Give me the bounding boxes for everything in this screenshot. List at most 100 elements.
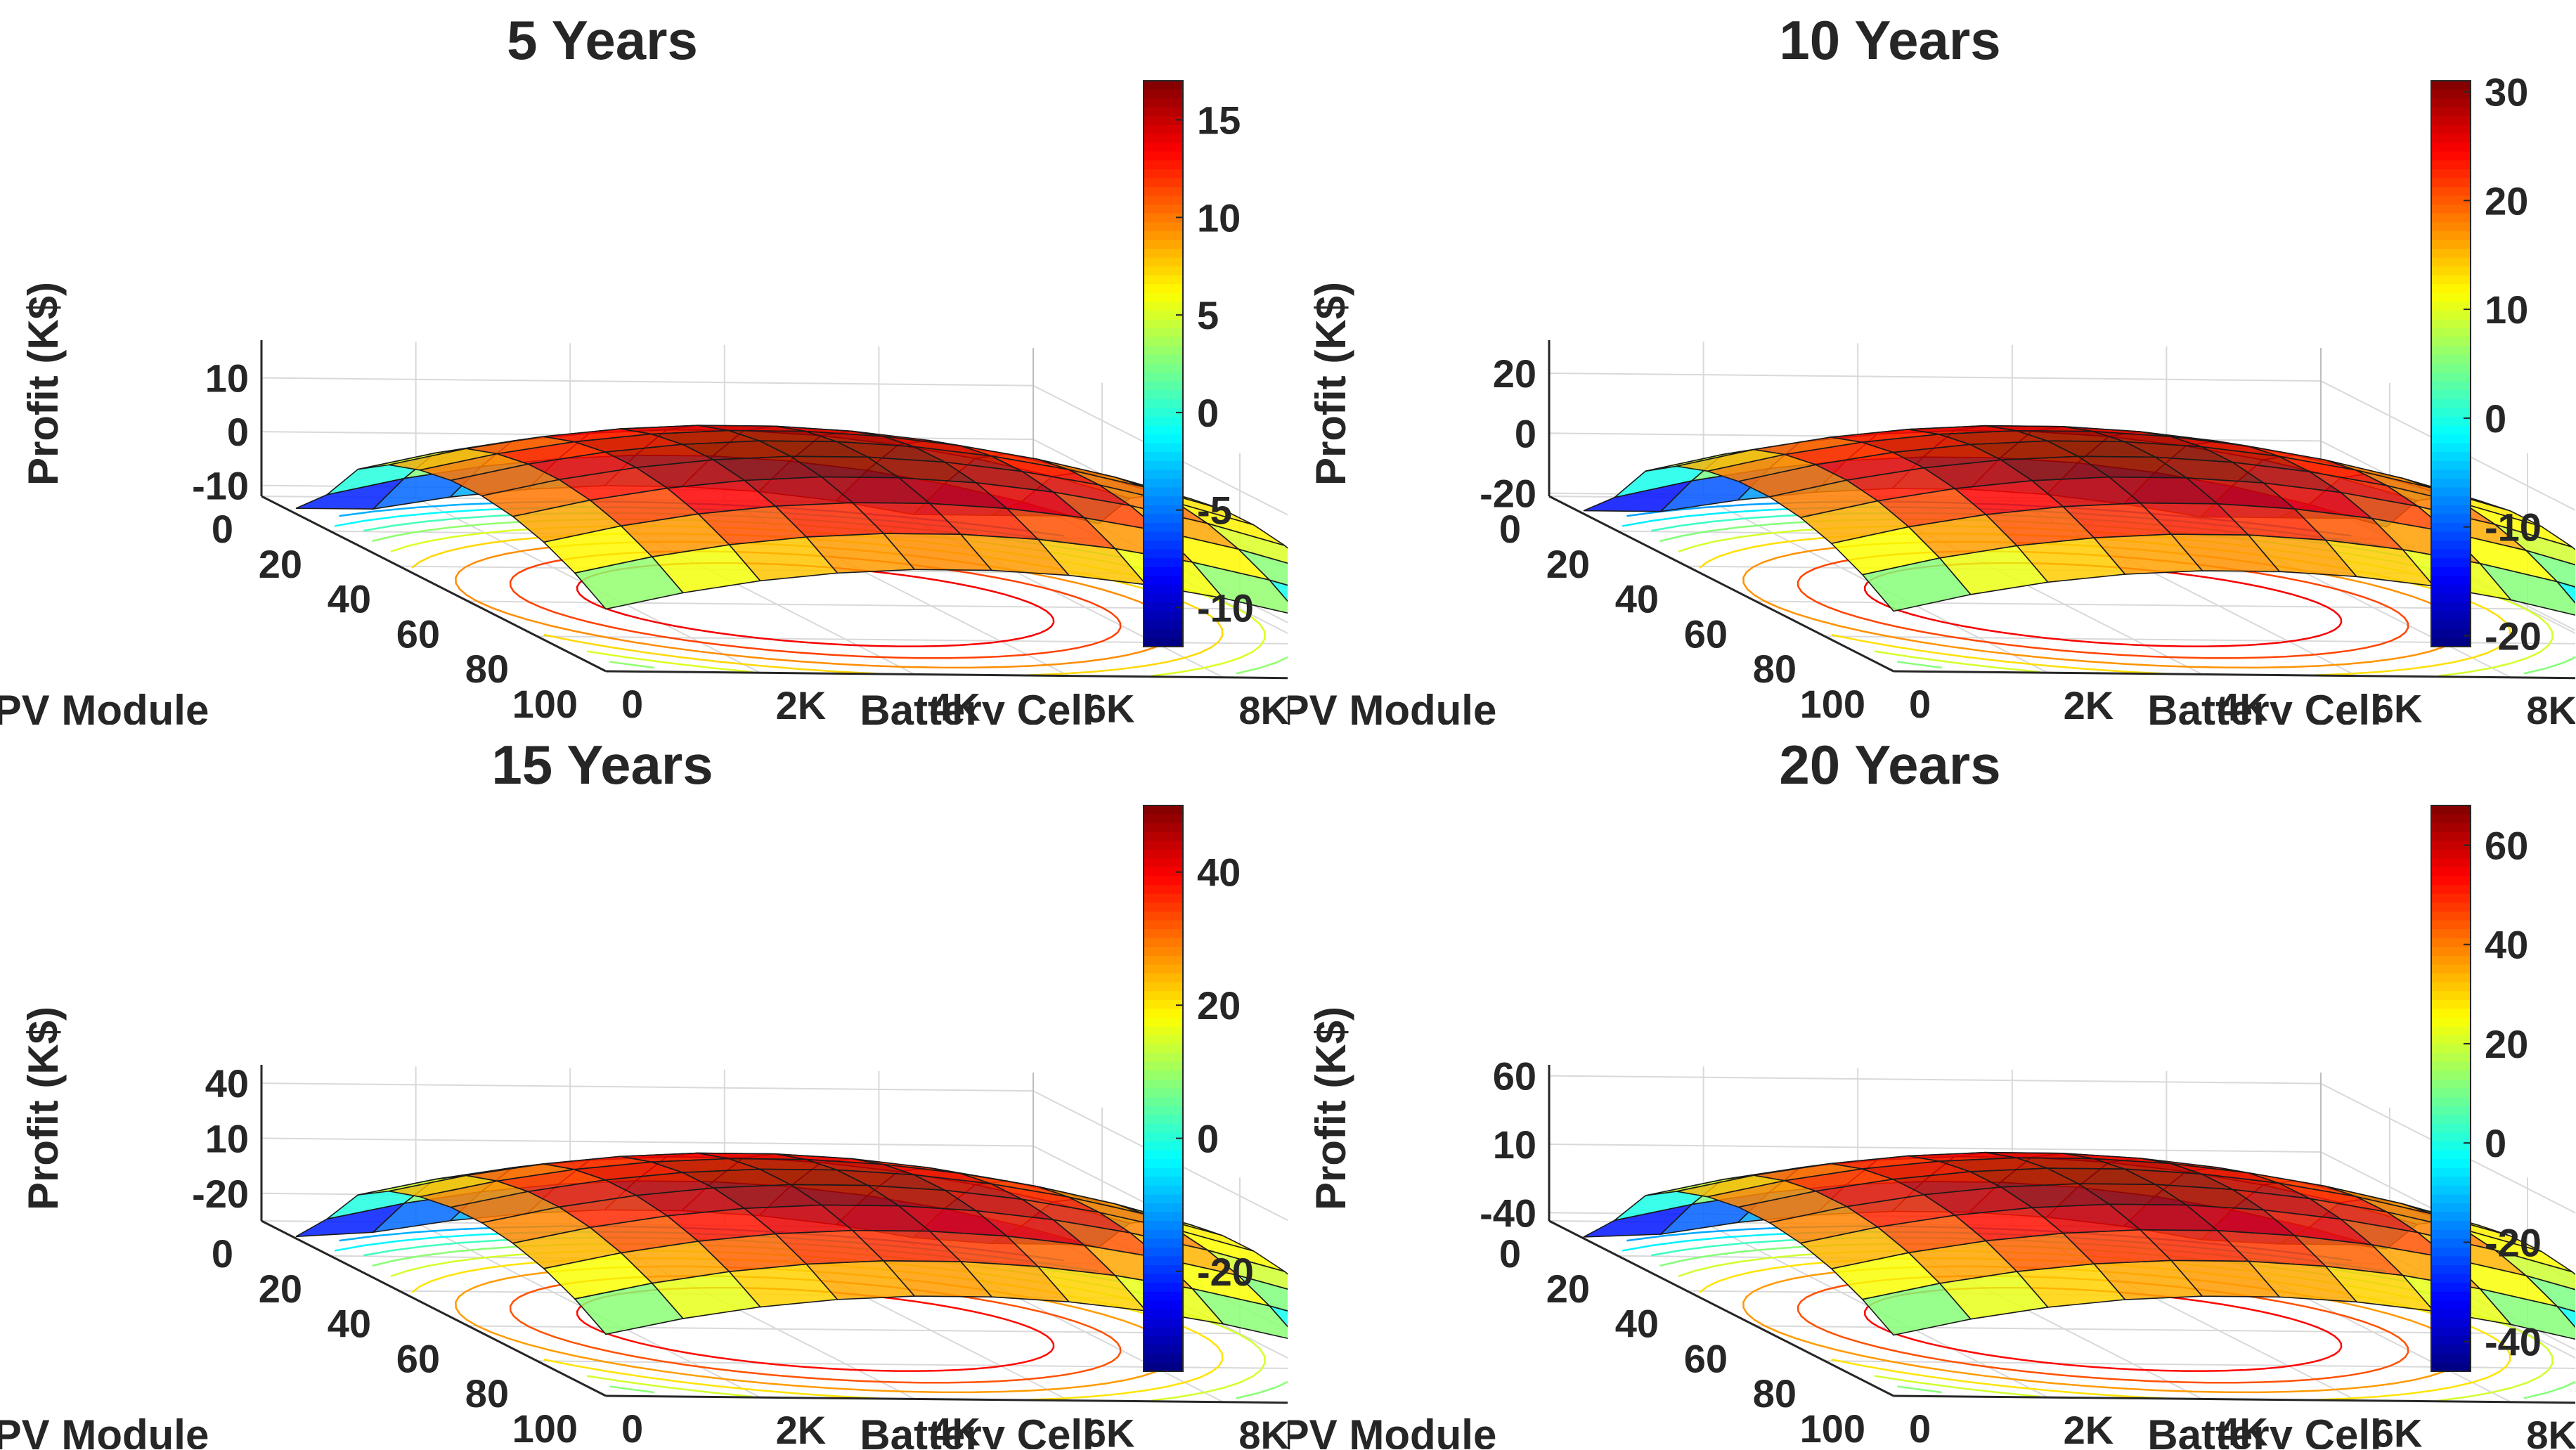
colorbar-segment — [1144, 1009, 1183, 1018]
colorbar-segment — [2431, 311, 2471, 321]
contour-line — [1897, 1385, 1942, 1394]
colorbar-tick-label: 30 — [2485, 70, 2528, 114]
colorbar-segment — [1144, 558, 1183, 568]
contour-line — [586, 650, 753, 673]
colorbar-segment — [2431, 1106, 2471, 1116]
colorbar-segment — [2431, 1309, 2471, 1319]
x-tick-label: 40 — [328, 1302, 371, 1346]
colorbar-segment — [2431, 522, 2471, 533]
colorbar-segment — [2431, 124, 2471, 135]
colorbar-segment — [2431, 991, 2471, 1001]
colorbar-segment — [1144, 849, 1183, 860]
colorbar-segment — [1144, 1044, 1183, 1054]
colorbar-segment — [2431, 1238, 2471, 1248]
colorbar-segment — [2431, 1300, 2471, 1310]
colorbar-segment — [2431, 973, 2471, 983]
x-tick-label: 100 — [512, 682, 578, 725]
colorbar-segment — [2431, 1088, 2471, 1099]
colorbar-segment — [1144, 505, 1183, 515]
contour-line — [1236, 1380, 1288, 1399]
contour-line — [543, 1359, 879, 1399]
colorbar-tick-label: 40 — [2485, 923, 2528, 967]
colorbar-segment — [1144, 1132, 1183, 1142]
colorbar-segment — [2431, 1017, 2471, 1028]
colorbar-segment — [1144, 1017, 1183, 1028]
surface-mesh — [295, 1152, 1288, 1339]
colorbar-segment — [2431, 496, 2471, 506]
axis-lines — [260, 340, 1288, 680]
colorbar-segment — [1144, 169, 1183, 179]
colorbar-segment — [1144, 1300, 1183, 1310]
colorbar-segment — [2431, 893, 2471, 904]
colorbar-segment — [2431, 319, 2471, 330]
y-tick-label: 8K — [2526, 688, 2575, 725]
colorbar-segment — [1144, 178, 1183, 188]
colorbar-frame — [1143, 80, 1184, 647]
colorbar-segment — [2431, 558, 2471, 568]
x-tick-label: 80 — [465, 1371, 509, 1416]
colorbar-segment — [1144, 107, 1183, 117]
colorbar-segment — [1144, 805, 1183, 815]
y-tick-label: 6K — [1085, 1411, 1135, 1449]
colorbar-segment — [2431, 134, 2471, 144]
colorbar-segment — [1144, 1070, 1183, 1080]
colorbar-segment — [1144, 955, 1183, 966]
colorbar-segment — [2431, 425, 2471, 436]
x-tick-label: 20 — [1546, 542, 1590, 586]
colorbar-segment — [2431, 823, 2471, 833]
colorbar-segment — [1144, 319, 1183, 330]
x-tick-label: 100 — [1800, 1406, 1865, 1449]
colorbar-segment — [1144, 964, 1183, 974]
y-axis-label: Battery Cell — [2147, 1411, 2381, 1449]
colorbar-segment — [2431, 1291, 2471, 1302]
z-tick-label: 60 — [1493, 1054, 1536, 1099]
colorbar-segment — [2431, 1185, 2471, 1196]
colorbar-segment — [1144, 1088, 1183, 1099]
colorbar-segment — [2431, 549, 2471, 559]
colorbar-segment — [2431, 999, 2471, 1010]
contour-line — [1897, 661, 1942, 669]
colorbar-segment — [1144, 240, 1183, 250]
colorbar-segment — [2431, 205, 2471, 214]
surface-patch — [1861, 1283, 1972, 1336]
colorbar-segment — [1144, 929, 1183, 939]
colorbar-segment — [1144, 973, 1183, 983]
colorbar-segment — [1144, 522, 1183, 533]
colorbar-segment — [1144, 531, 1183, 542]
colorbar-segment — [2431, 373, 2471, 382]
chart-title: 10 Years — [1779, 9, 2000, 71]
colorbar-segment — [2431, 452, 2471, 462]
colorbar-segment — [1144, 311, 1183, 321]
colorbar-segment — [2431, 346, 2471, 356]
colorbar-segment — [1144, 999, 1183, 1010]
y-tick-label: 2K — [776, 683, 827, 725]
contour-line — [1874, 650, 2040, 673]
z-tick-label: -20 — [192, 1172, 249, 1216]
x-tick-label: 20 — [259, 542, 302, 586]
x-tick-label: 0 — [212, 1231, 233, 1276]
colorbar-segment — [1144, 1035, 1183, 1045]
colorbar-segment — [2431, 1115, 2471, 1125]
colorbar-segment — [1144, 222, 1183, 232]
x-tick-label: 80 — [1753, 647, 1797, 691]
colorbar-segment — [1144, 143, 1183, 153]
colorbar-segment — [2431, 1362, 2471, 1372]
colorbar-segment — [2431, 354, 2471, 365]
colorbar-segment — [1144, 213, 1183, 224]
colorbar-segment — [2431, 213, 2471, 224]
colorbar-segment — [2431, 964, 2471, 974]
colorbar-segment — [2431, 885, 2471, 895]
x-tick-label: 20 — [259, 1267, 302, 1311]
x-tick-label: 0 — [212, 507, 233, 551]
colorbar-segment — [1144, 1123, 1183, 1134]
x-tick-label: 40 — [1615, 1302, 1659, 1346]
colorbar-segment — [1144, 858, 1183, 869]
colorbar-segment — [2431, 514, 2471, 524]
y-tick-label: 6K — [2372, 1411, 2423, 1449]
colorbar-segment — [1144, 1221, 1183, 1231]
colorbar-segment — [2431, 1265, 2471, 1275]
colorbar-segment — [2431, 929, 2471, 939]
colorbar-segment — [1144, 1167, 1183, 1178]
y-axis-line — [1893, 1394, 2575, 1404]
x-axis-line — [261, 495, 607, 673]
